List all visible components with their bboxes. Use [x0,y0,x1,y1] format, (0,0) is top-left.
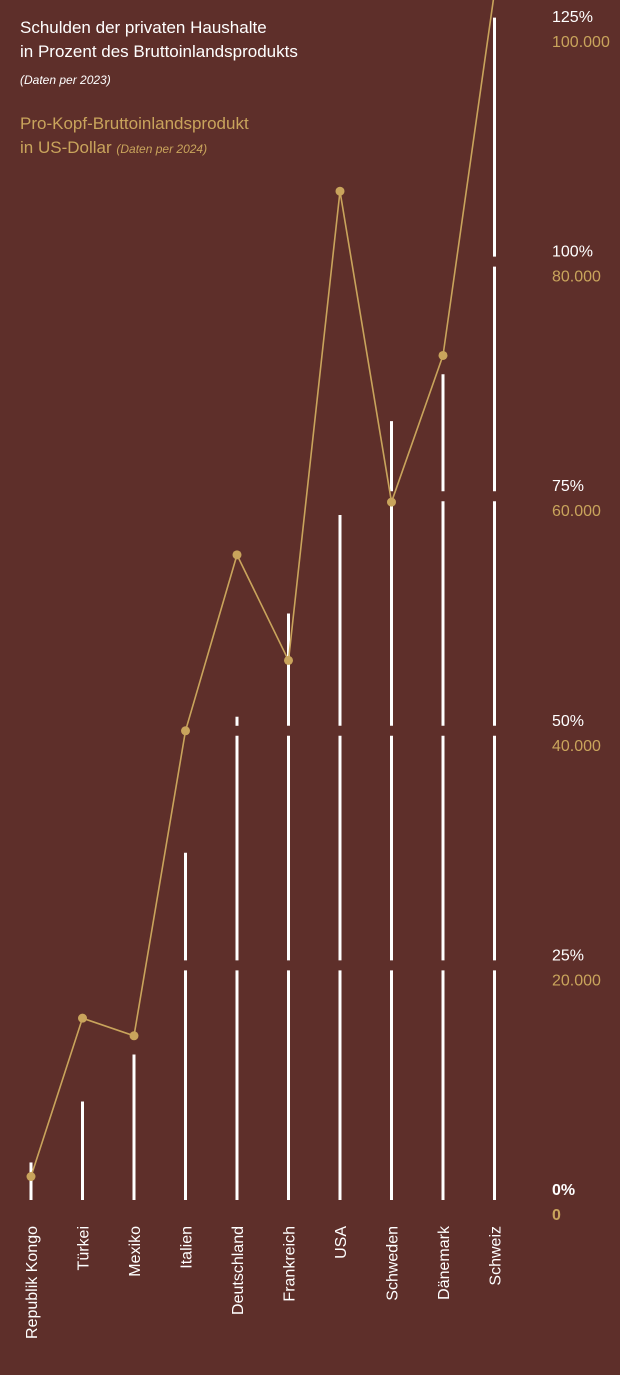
category-label-2: Mexiko [127,1226,144,1277]
percent-tick-label-3: 75% [552,478,584,495]
debt-legend-line1: Schulden der privaten Haushalte [20,18,267,37]
debt-legend-note: (Daten per 2023) [20,73,111,87]
category-label-1: Türkei [76,1226,93,1270]
gdp-point-3 [181,726,190,736]
gdp-point-4 [232,550,242,560]
gdp-point-2 [129,1031,139,1041]
usd-tick-label-3: 60.000 [552,503,601,520]
gdp-point-5 [284,655,293,665]
gdp-legend-line1: Pro-Kopf-Bruttoinlandsprodukt [20,114,249,133]
gdp-point-1 [78,1013,87,1023]
percent-tick-label-5: 125% [552,9,593,26]
category-label-9: Schweiz [488,1226,505,1286]
gdp-point-6 [335,186,345,196]
gdp-legend-line2: in US-Dollar (Daten per 2024) [20,136,380,161]
usd-tick-label-5: 100.000 [552,34,610,51]
category-label-8: Dänemark [436,1225,453,1300]
category-label-4: Deutschland [230,1226,247,1315]
percent-tick-label-4: 100% [552,244,593,261]
percent-tick-label-0: 0% [552,1182,575,1199]
category-label-0: Republik Kongo [24,1226,41,1339]
percent-tick-label-1: 25% [552,947,584,964]
category-label-6: USA [333,1226,350,1259]
usd-tick-label-2: 40.000 [552,738,601,755]
usd-tick-label-4: 80.000 [552,269,601,286]
gdp-legend-note: (Daten per 2024) [116,142,208,156]
debt-legend-line2: in Prozent des Bruttoinlandsprodukts [20,42,298,61]
gdp-point-0 [26,1172,36,1182]
percent-tick-label-2: 50% [552,713,584,730]
usd-tick-label-1: 20.000 [552,972,601,989]
category-label-5: Frankreich [282,1226,299,1302]
chart-legend: Schulden der privaten Haushalte in Proze… [20,16,380,161]
gdp-line [30,0,495,1177]
category-label-7: Schweden [385,1226,402,1301]
gdp-point-8 [438,350,448,360]
gdp-legend-line2-text: in US-Dollar [20,138,112,157]
category-label-3: Italien [179,1226,196,1269]
gdp-point-7 [387,497,396,507]
usd-tick-label-0: 0 [552,1207,561,1224]
